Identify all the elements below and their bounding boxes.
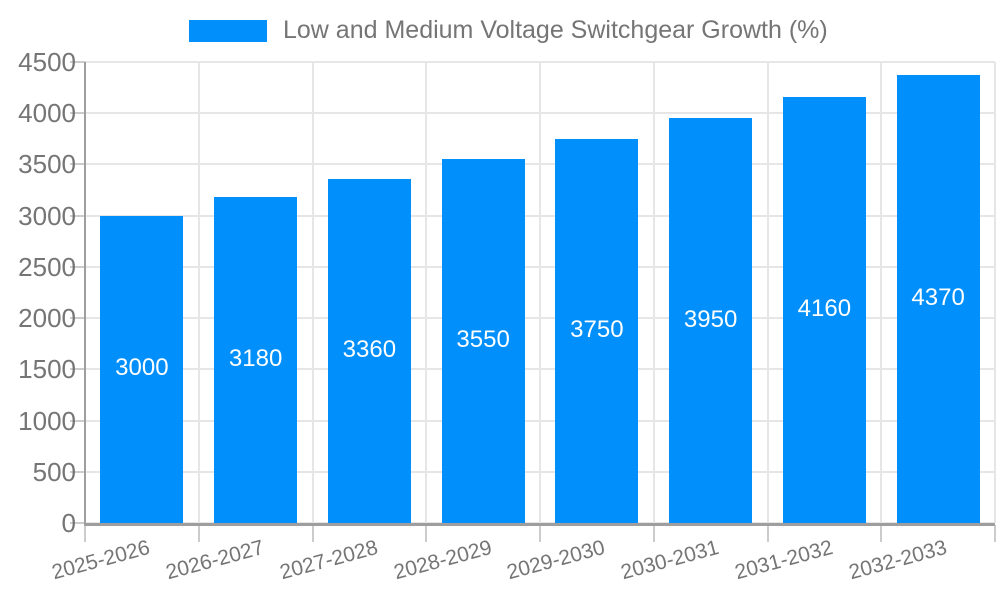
bar-value-label: 3000 xyxy=(115,354,169,382)
y-tick-mark xyxy=(70,317,85,320)
x-tick-mark xyxy=(539,525,541,542)
x-tick-mark xyxy=(84,525,86,542)
v-gridline xyxy=(880,62,883,523)
v-gridline xyxy=(311,62,314,523)
bar-value-label: 4160 xyxy=(797,294,852,322)
x-tick-mark xyxy=(880,525,883,542)
bar-value-label: 3950 xyxy=(683,305,738,333)
bar-value-label: 3360 xyxy=(342,335,397,363)
y-tick-label: 500 xyxy=(32,456,76,487)
x-tick-mark xyxy=(197,525,200,542)
bar[interactable] xyxy=(782,96,866,523)
y-tick-mark xyxy=(70,214,85,217)
y-tick-label: 1000 xyxy=(18,405,76,436)
y-tick-label: 4500 xyxy=(18,47,76,77)
x-category-label: 2030-2031 xyxy=(618,536,722,585)
x-axis-line xyxy=(84,523,995,526)
y-tick-mark xyxy=(70,419,85,422)
y-tick-mark xyxy=(70,470,85,473)
y-tick-mark xyxy=(70,61,85,63)
v-gridline xyxy=(197,62,200,523)
bar[interactable] xyxy=(214,197,298,523)
v-gridline xyxy=(766,62,769,523)
x-tick-mark xyxy=(766,525,769,542)
y-tick-mark xyxy=(70,163,85,166)
y-tick-label: 3500 xyxy=(18,149,76,180)
x-tick-mark xyxy=(652,525,655,542)
v-gridline xyxy=(652,62,655,523)
v-gridline xyxy=(994,62,996,523)
x-category-label: 2026-2027 xyxy=(163,536,267,585)
bar-value-label: 3180 xyxy=(228,345,283,373)
y-tick-label: 3000 xyxy=(18,200,76,231)
bar[interactable] xyxy=(100,215,184,523)
y-tick-mark xyxy=(70,112,85,115)
bar[interactable] xyxy=(327,178,411,523)
x-category-label: 2025-2026 xyxy=(49,536,153,585)
x-category-label: 2029-2030 xyxy=(504,536,608,585)
y-tick-mark xyxy=(70,265,85,268)
y-tick-mark xyxy=(70,522,85,524)
y-tick-label: 2000 xyxy=(18,303,76,334)
x-tick-mark xyxy=(994,525,996,542)
y-axis-line xyxy=(84,62,86,525)
bar-value-label: 3750 xyxy=(570,315,624,343)
x-tick-mark xyxy=(311,525,314,542)
y-tick-label: 1500 xyxy=(18,354,76,385)
legend-swatch xyxy=(189,20,267,42)
x-category-label: 2027-2028 xyxy=(277,536,381,585)
y-tick-label: 4000 xyxy=(18,98,76,129)
x-category-label: 2032-2033 xyxy=(846,536,950,585)
x-tick-mark xyxy=(425,525,428,542)
plot-area: 3000 3180 3360 3550 3750 3950 4160 4370 xyxy=(84,61,996,524)
x-category-label: 2028-2029 xyxy=(391,536,495,585)
bar[interactable] xyxy=(896,75,980,523)
v-gridline xyxy=(539,62,541,523)
legend-label: Low and Medium Voltage Switchgear Growth… xyxy=(283,16,828,44)
bar[interactable] xyxy=(669,118,753,523)
x-category-label: 2031-2032 xyxy=(732,536,836,585)
y-tick-label: 0 xyxy=(61,508,76,538)
bar-value-label: 4370 xyxy=(911,284,965,312)
v-gridline xyxy=(425,62,428,523)
y-tick-label: 2500 xyxy=(18,251,76,282)
bar[interactable] xyxy=(555,138,639,523)
y-tick-mark xyxy=(70,368,85,371)
bar-value-label: 3550 xyxy=(456,326,510,354)
bar[interactable] xyxy=(441,159,525,523)
